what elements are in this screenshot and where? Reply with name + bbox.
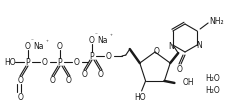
Text: O: O: [82, 69, 88, 78]
Text: O: O: [154, 47, 160, 56]
Text: O: O: [25, 42, 31, 51]
Text: NH₂: NH₂: [209, 18, 223, 27]
Text: O: O: [50, 75, 56, 84]
Text: Na: Na: [33, 42, 43, 51]
Text: O: O: [98, 69, 104, 78]
Text: O: O: [66, 75, 72, 84]
Text: ⁺: ⁺: [110, 34, 113, 39]
Text: Na: Na: [97, 36, 107, 45]
Text: ⁺: ⁺: [46, 40, 48, 45]
Text: O: O: [89, 36, 95, 45]
Text: O: O: [177, 64, 183, 73]
Text: ⁻: ⁻: [95, 34, 97, 39]
Text: HO: HO: [134, 93, 145, 102]
Text: P: P: [26, 57, 30, 66]
Text: O: O: [57, 42, 63, 51]
Text: OH: OH: [182, 78, 194, 87]
Text: O: O: [106, 52, 112, 60]
Text: N: N: [168, 42, 174, 51]
Text: HO: HO: [4, 57, 16, 66]
Text: O: O: [74, 57, 80, 66]
Text: O: O: [42, 57, 48, 66]
Text: P: P: [58, 57, 62, 66]
Text: H₂O: H₂O: [205, 73, 220, 82]
Text: ⁻: ⁻: [31, 40, 34, 45]
Text: O: O: [18, 75, 24, 84]
Text: O: O: [18, 92, 24, 101]
Text: P: P: [90, 52, 94, 60]
Text: N: N: [196, 41, 202, 50]
Text: H₂O: H₂O: [205, 85, 220, 94]
